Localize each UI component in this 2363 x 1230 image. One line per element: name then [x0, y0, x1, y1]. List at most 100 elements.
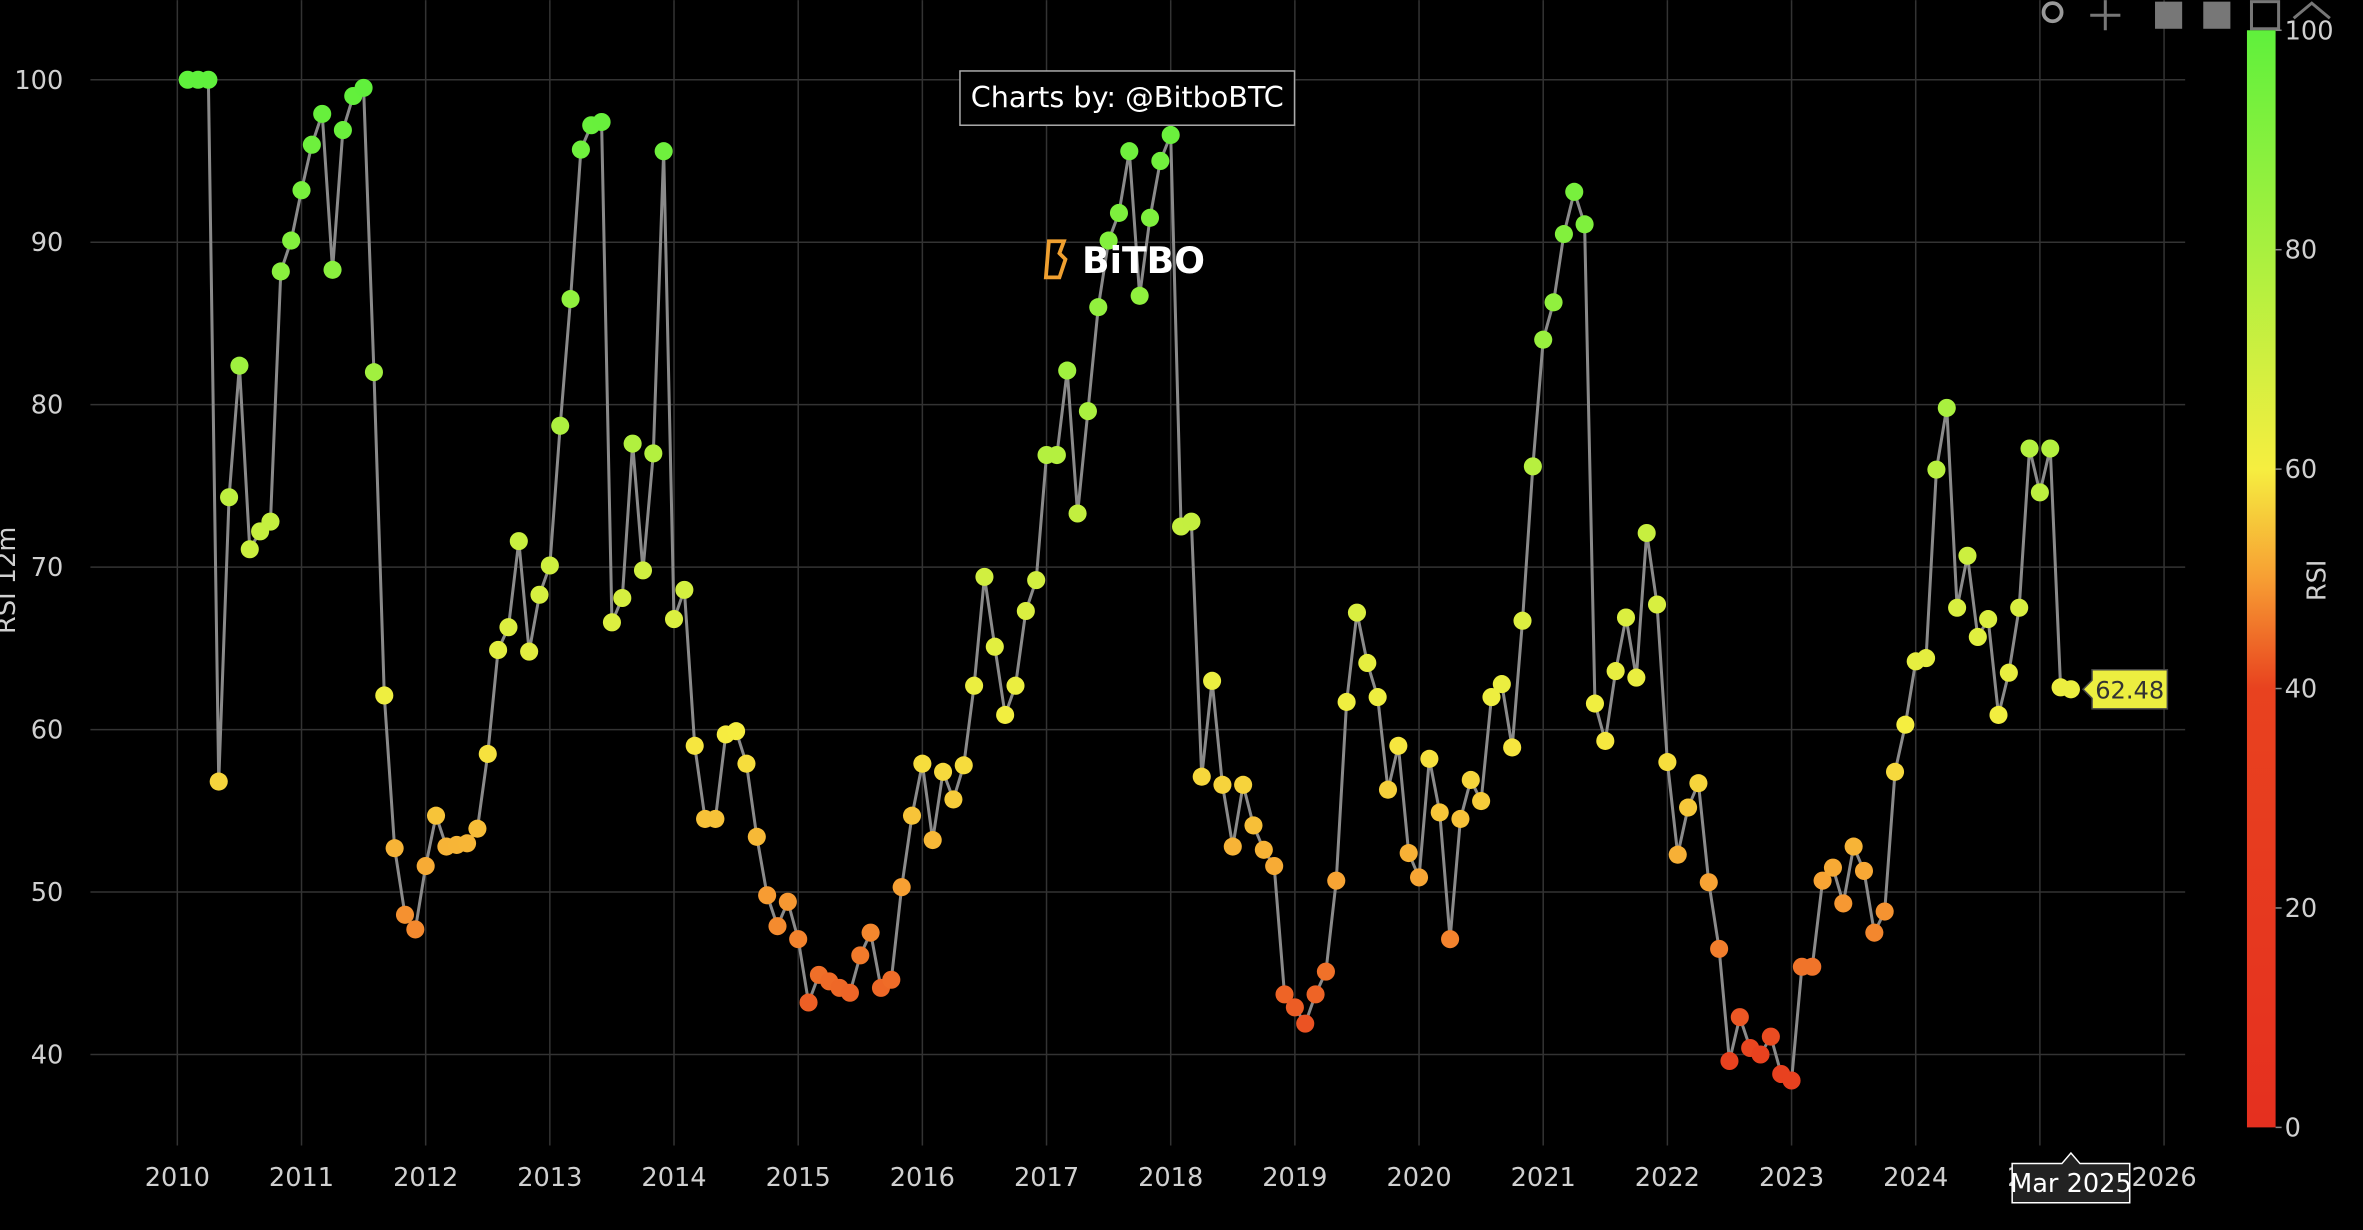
- point: [1161, 125, 1180, 145]
- point: [209, 772, 228, 791]
- reset-icon[interactable]: [2292, 1, 2331, 20]
- hover-x-label: Mar 2025: [2010, 1169, 2132, 1199]
- point: [1078, 402, 1097, 421]
- point: [1596, 731, 1615, 750]
- point: [2030, 483, 2049, 502]
- zoom-icon[interactable]: [2041, 1, 2064, 24]
- point: [1316, 962, 1335, 981]
- point: [996, 705, 1015, 724]
- point: [902, 806, 922, 825]
- zoom-out-icon[interactable]: [2203, 1, 2231, 29]
- point: [1223, 837, 1242, 856]
- point: [1565, 182, 1584, 201]
- point: [271, 262, 290, 281]
- point: [1534, 330, 1553, 349]
- x-tick-label: 2016: [890, 1163, 955, 1193]
- point: [840, 983, 859, 1002]
- point: [530, 585, 549, 604]
- point: [282, 231, 301, 250]
- point: [1782, 1071, 1801, 1090]
- x-tick-label: 2013: [517, 1163, 582, 1193]
- point: [489, 640, 508, 660]
- point: [892, 878, 911, 897]
- point: [1803, 957, 1822, 976]
- point: [1089, 298, 1108, 317]
- point: [1182, 512, 1201, 531]
- point: [654, 142, 673, 161]
- point: [261, 512, 280, 531]
- point: [1275, 985, 1294, 1004]
- point: [623, 434, 642, 453]
- x-tick-label: 2021: [1511, 1163, 1576, 1193]
- point: [1451, 809, 1470, 828]
- hover-value: 62.48: [2095, 676, 2164, 704]
- colorbar-title: RSI: [2302, 560, 2332, 602]
- hover-x-box: [2011, 1151, 2131, 1204]
- point: [1854, 861, 1874, 880]
- colorbar-tick-label: 80: [2285, 236, 2318, 266]
- pan-icon[interactable]: [2090, 0, 2121, 31]
- point: [768, 917, 787, 936]
- point: [240, 540, 259, 559]
- point: [333, 121, 352, 140]
- plot-area: [178, 70, 2080, 1090]
- point: [571, 140, 590, 159]
- point: [1637, 523, 1656, 543]
- colorbar-tick-label: 40: [2285, 675, 2318, 705]
- x-tick-label: 2024: [1883, 1163, 1948, 1193]
- y-axis-title: RSI 12m: [0, 527, 22, 634]
- point: [799, 993, 818, 1012]
- point: [1751, 1045, 1770, 1064]
- point: [1917, 649, 1936, 668]
- point: [1575, 215, 1594, 234]
- colorbar-scale: [2246, 30, 2276, 1128]
- point: [1523, 457, 1542, 476]
- point: [1834, 894, 1853, 913]
- hover: 62.48 Mar 2025: [2010, 668, 2169, 1204]
- point: [1668, 845, 1687, 864]
- point: [1823, 858, 1842, 877]
- point: [1099, 231, 1118, 250]
- point: [1627, 668, 1646, 687]
- point: [633, 561, 653, 580]
- annotation-box: [959, 70, 1296, 126]
- x-tick-label: 2010: [145, 1163, 210, 1193]
- point: [1130, 286, 1149, 305]
- x-tick-label: 2022: [1635, 1163, 1700, 1193]
- point: [975, 567, 994, 586]
- point: [965, 676, 984, 695]
- zoom-in-icon[interactable]: [2155, 1, 2183, 29]
- point: [592, 112, 611, 132]
- point: [478, 744, 497, 763]
- point: [540, 556, 559, 575]
- point: [1989, 705, 2008, 724]
- autoscale-icon[interactable]: [2249, 0, 2281, 31]
- point: [1927, 460, 1946, 479]
- point: [1378, 780, 1398, 799]
- point: [551, 416, 570, 435]
- y-tick-label: 60: [31, 716, 64, 746]
- point: [851, 946, 870, 965]
- x-tick-label: 2026: [2131, 1163, 2196, 1193]
- point: [1327, 871, 1346, 890]
- point: [1265, 856, 1284, 876]
- point: [199, 70, 218, 89]
- x-tick-label: 2012: [393, 1163, 458, 1193]
- y-tick-label: 50: [31, 878, 64, 908]
- point: [664, 610, 684, 629]
- point: [1679, 798, 1698, 817]
- point: [1948, 598, 1967, 617]
- point: [1254, 840, 1273, 859]
- point: [1730, 1008, 1749, 1027]
- point: [1358, 653, 1377, 673]
- point: [1979, 610, 1998, 629]
- point: [778, 892, 797, 911]
- point: [1658, 753, 1677, 772]
- point: [364, 363, 383, 382]
- point: [1140, 208, 1160, 227]
- point: [1389, 736, 1408, 755]
- colorbar-tick-label: 100: [2285, 16, 2334, 46]
- point: [675, 580, 694, 599]
- point: [1027, 571, 1046, 590]
- point: [385, 839, 404, 858]
